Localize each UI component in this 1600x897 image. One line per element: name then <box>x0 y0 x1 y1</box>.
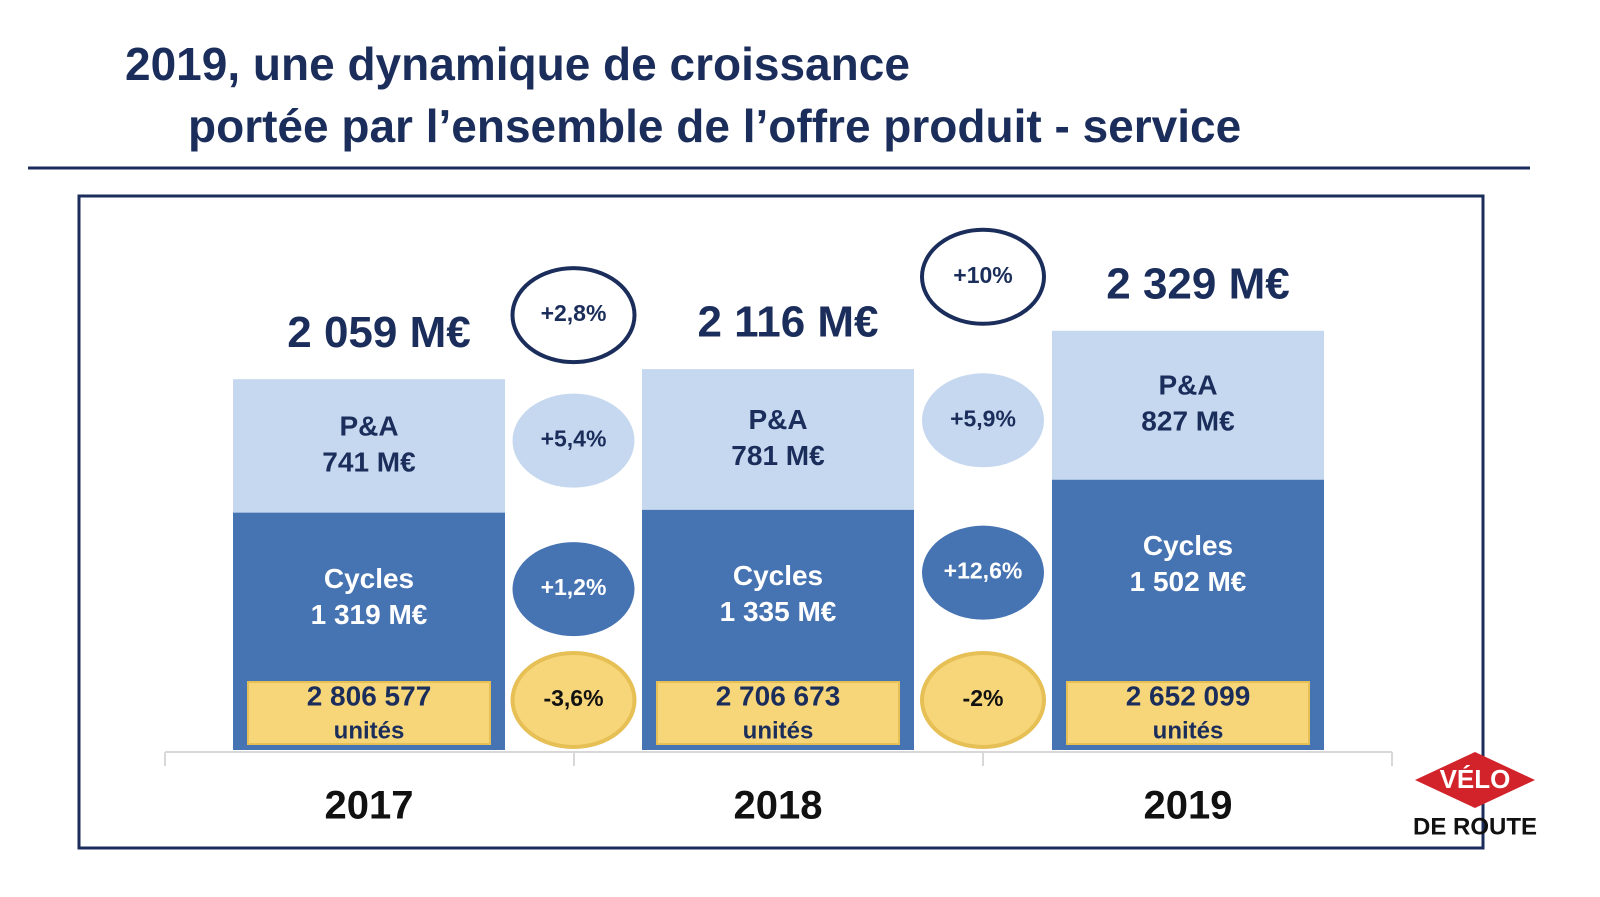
growth-cycles-label: +12,6% <box>944 558 1023 584</box>
logo: VÉLO DE ROUTE <box>1413 752 1537 840</box>
units-label: unités <box>1153 717 1224 744</box>
segment-name: Cycles <box>1143 530 1233 561</box>
segment-name: P&A <box>748 404 807 435</box>
growth-units-label: -2% <box>963 685 1004 711</box>
growth-cycles-circle <box>922 525 1044 620</box>
segment-label: 741 M€ <box>322 446 416 477</box>
segment-name: Cycles <box>733 560 823 591</box>
segment-name: P&A <box>339 410 398 441</box>
bar-segment <box>1052 330 1324 480</box>
units-box <box>247 681 491 745</box>
bar-segment <box>233 379 505 513</box>
logo-bottom: DE ROUTE <box>1413 813 1537 840</box>
total-label: 2 116 M€ <box>697 298 878 347</box>
frame <box>77 194 1485 850</box>
growth-total-label: +10% <box>953 262 1012 288</box>
segment-label: 1 335 M€ <box>720 596 837 627</box>
units-box <box>656 681 900 745</box>
units-label: unités <box>743 717 814 744</box>
units-value: 2 806 577 <box>307 680 432 711</box>
chart-title: 2019, une dynamique de croissance <box>125 38 910 90</box>
segment-name: Cycles <box>324 563 414 594</box>
growth-pa-label: +5,4% <box>541 426 607 452</box>
growth-units-label: -3,6% <box>543 685 603 711</box>
segment-label: 781 M€ <box>731 440 825 471</box>
total-label: 2 059 M€ <box>287 308 470 357</box>
growth-units-circle <box>510 651 637 749</box>
logo-top: VÉLO <box>1440 764 1511 794</box>
growth-total-label: +2,8% <box>541 300 607 326</box>
growth-cycles-label: +1,2% <box>541 574 607 600</box>
segment-name: P&A <box>1158 370 1217 401</box>
logo-diamond <box>1415 752 1535 808</box>
units-value: 2 652 099 <box>1126 680 1251 711</box>
chart-subtitle: portée par l’ensemble de l’offre produit… <box>188 100 1241 152</box>
segment-label: 827 M€ <box>1141 406 1235 437</box>
growth-total-circle <box>510 266 637 365</box>
growth-units-circle <box>920 651 1046 749</box>
segment-label: 1 502 M€ <box>1130 566 1247 597</box>
x-tick-label: 2018 <box>734 784 823 828</box>
units-box <box>1066 681 1310 745</box>
growth-total-circle <box>920 227 1046 326</box>
x-tick-label: 2019 <box>1144 784 1233 828</box>
segment-label: 1 319 M€ <box>311 599 428 630</box>
growth-cycles-circle <box>512 542 635 637</box>
x-tick-label: 2017 <box>325 784 414 828</box>
growth-pa-circle <box>922 373 1044 468</box>
bar-segment <box>642 369 914 510</box>
growth-pa-circle <box>512 393 635 488</box>
units-label: unités <box>334 717 405 744</box>
total-label: 2 329 M€ <box>1106 259 1289 308</box>
units-value: 2 706 673 <box>716 680 841 711</box>
growth-pa-label: +5,9% <box>950 405 1016 431</box>
